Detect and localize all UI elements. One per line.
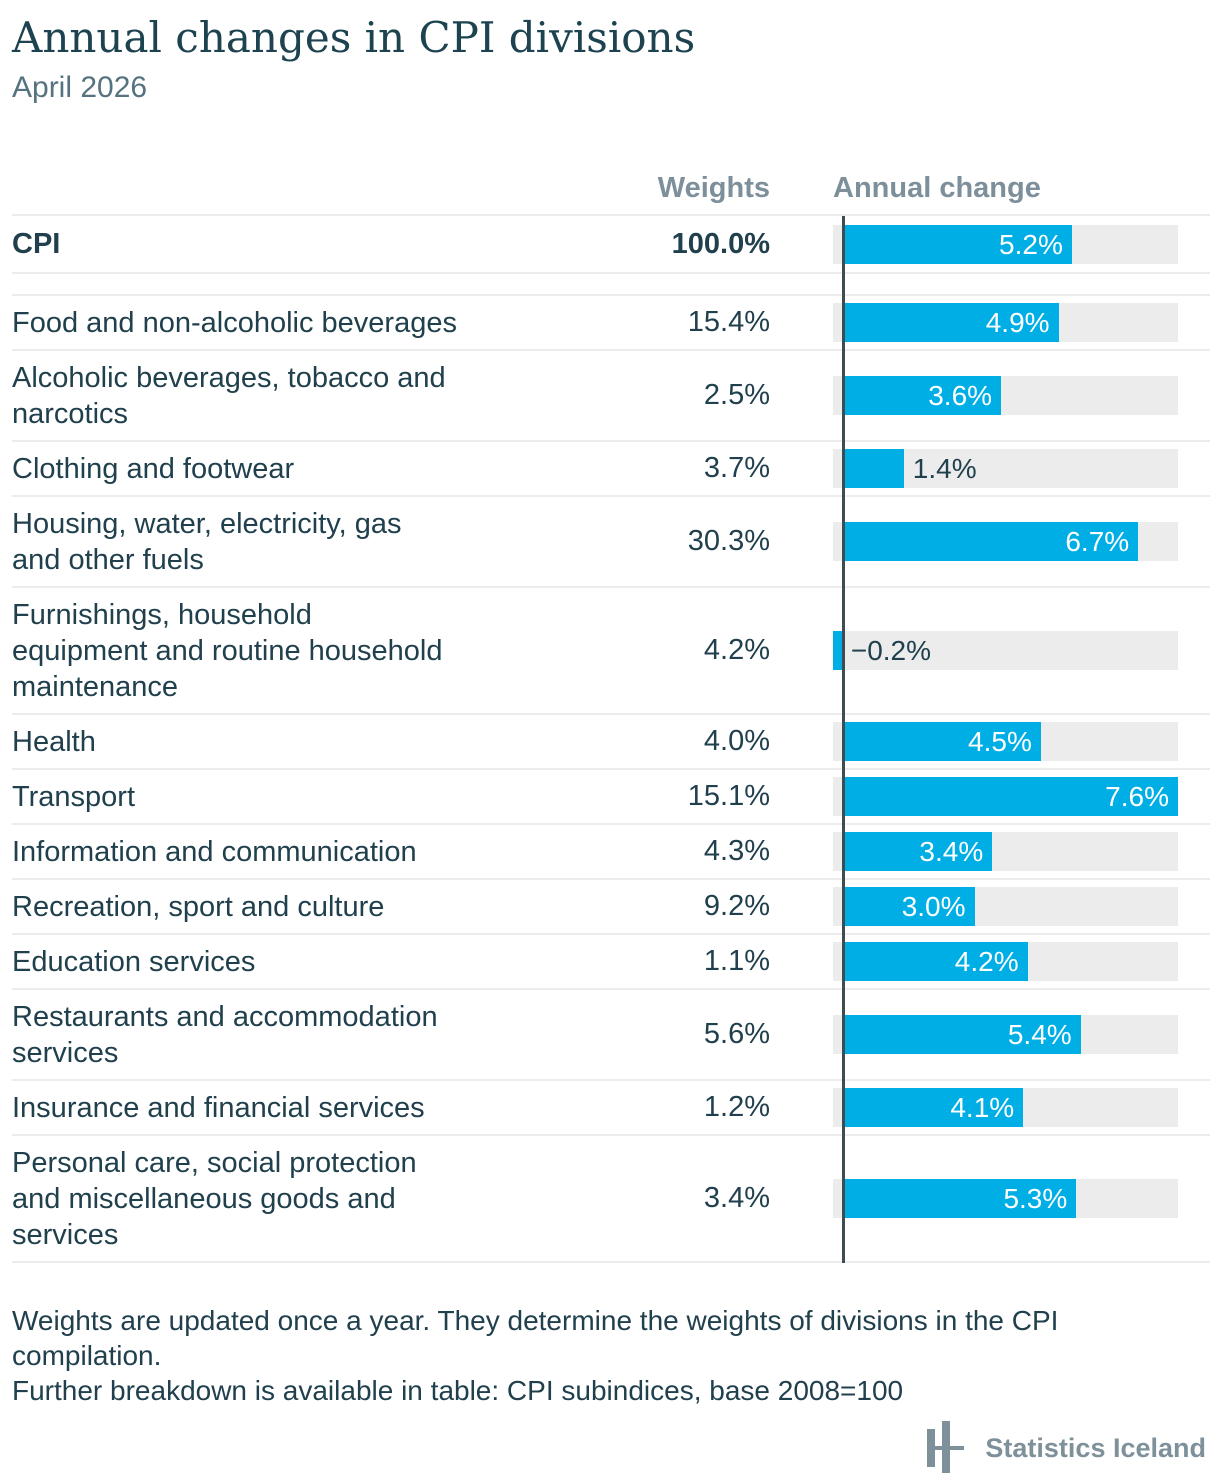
- bar-value-label: −0.2%: [850, 635, 932, 666]
- annual-change-bar[interactable]: [841, 887, 975, 926]
- annual-change-bar[interactable]: [841, 1179, 1077, 1218]
- footnote: Weights are updated once a year. They de…: [12, 1305, 1059, 1406]
- bar-track: 4.9%: [833, 303, 1178, 342]
- annual-change-bar[interactable]: [841, 1015, 1081, 1054]
- annual-change-bar[interactable]: [841, 376, 1002, 415]
- category-label: Housing, water, electricity, gas and oth…: [12, 507, 402, 576]
- table-row: Restaurants and accommodation services 5…: [12, 990, 1210, 1081]
- bar-track: 5.3%: [833, 1179, 1178, 1218]
- annual-change-bar[interactable]: [841, 777, 1178, 816]
- category-label: Education services: [12, 945, 256, 978]
- column-headers: Weights Annual change: [12, 162, 1210, 214]
- bar-track: 5.2%: [833, 224, 1178, 264]
- weight-value: 3.4%: [703, 1182, 770, 1214]
- bar-value-label: 3.4%: [919, 836, 984, 867]
- bar-value-label: 4.1%: [950, 1092, 1015, 1123]
- bar-track: 3.0%: [833, 887, 1178, 926]
- weight-value: 100.0%: [671, 227, 770, 260]
- annual-change-bar[interactable]: [841, 449, 904, 488]
- bar-track: 1.4%: [833, 449, 1178, 488]
- table-row: Recreation, sport and culture 9.2% 3.0%: [12, 880, 1210, 935]
- table-row: Alcoholic beverages, tobacco and narcoti…: [12, 351, 1210, 442]
- table-row: Personal care, social protection and mis…: [12, 1136, 1210, 1263]
- page-title: Annual changes in CPI divisions: [12, 13, 696, 62]
- bar-value-label: 6.7%: [1065, 526, 1130, 557]
- table-row: Health 4.0% 4.5%: [12, 715, 1210, 770]
- category-label: Insurance and financial services: [12, 1091, 425, 1124]
- annual-change-bar[interactable]: [841, 832, 993, 871]
- table-row: Housing, water, electricity, gas and oth…: [12, 497, 1210, 588]
- table-row: Education services 1.1% 4.2%: [12, 935, 1210, 990]
- table-row: Food and non-alcoholic beverages 15.4% 4…: [12, 296, 1210, 351]
- table-row: Information and communication 4.3% 3.4%: [12, 825, 1210, 880]
- table-row: Transport 15.1% 7.6%: [12, 770, 1210, 825]
- zero-axis-line: [842, 216, 845, 1263]
- category-label: Clothing and footwear: [12, 452, 295, 485]
- annual-change-bar[interactable]: [841, 522, 1139, 561]
- category-label: Restaurants and accommodation services: [12, 1000, 438, 1069]
- bar-value-label: 7.6%: [1105, 781, 1169, 812]
- weight-value: 1.1%: [703, 945, 770, 977]
- category-label: Personal care, social protection and mis…: [12, 1146, 417, 1251]
- table-row: Insurance and financial services 1.2% 4.…: [12, 1081, 1210, 1136]
- page-subtitle: April 2026: [12, 71, 148, 104]
- category-label: CPI: [12, 228, 61, 260]
- weight-value: 5.6%: [703, 1018, 770, 1050]
- bar-value-label: 5.3%: [1003, 1183, 1068, 1214]
- weight-value: 4.3%: [703, 835, 770, 867]
- weight-value: 15.4%: [687, 306, 770, 338]
- bar-track: 4.1%: [833, 1088, 1178, 1127]
- weight-value: 4.0%: [703, 725, 770, 757]
- annual-change-column-header: Annual change: [833, 171, 1041, 204]
- table-row: Clothing and footwear 3.7% 1.4%: [12, 442, 1210, 497]
- bar-track: 6.7%: [833, 522, 1178, 561]
- bar-track: 7.6%: [833, 777, 1178, 816]
- annual-change-bar[interactable]: [833, 631, 842, 670]
- category-label: Transport: [12, 780, 136, 813]
- category-label: Health: [12, 725, 96, 758]
- bar-value-label: 5.4%: [1007, 1019, 1072, 1050]
- logo-text: Statistics Iceland: [985, 1432, 1206, 1463]
- annual-change-bar[interactable]: [841, 942, 1028, 981]
- bar-value-label: 4.5%: [968, 726, 1032, 757]
- bar-value-label: 5.2%: [999, 228, 1063, 260]
- spacer-row: [12, 274, 1210, 296]
- logo: Statistics Iceland: [12, 1420, 1210, 1476]
- bar-value-label: 1.4%: [912, 453, 977, 484]
- category-label: Information and communication: [12, 835, 417, 868]
- weight-value: 30.3%: [687, 525, 770, 557]
- weight-value: 9.2%: [703, 890, 770, 922]
- statistics-iceland-logo-icon: [927, 1421, 965, 1473]
- table-row: CPI 100.0% 5.2%: [12, 216, 1210, 274]
- annual-change-bar[interactable]: [841, 722, 1041, 761]
- bar-value-label: 3.0%: [901, 891, 966, 922]
- bar-track: 3.4%: [833, 832, 1178, 871]
- category-label: Recreation, sport and culture: [12, 890, 385, 923]
- weight-value: 2.5%: [703, 379, 770, 411]
- annual-change-bar[interactable]: [841, 303, 1059, 342]
- weights-column-header: Weights: [657, 171, 770, 204]
- bar-track: 5.4%: [833, 1015, 1178, 1054]
- bar-value-label: 4.2%: [954, 946, 1019, 977]
- bar-track: 3.6%: [833, 376, 1178, 415]
- chart-rows: CPI 100.0% 5.2% Food and non-alcoholic b…: [12, 214, 1210, 1263]
- table-row: Furnishings, household equipment and rou…: [12, 588, 1210, 715]
- category-label: Food and non-alcoholic beverages: [12, 306, 457, 339]
- bar-track: −0.2%: [833, 631, 1178, 670]
- bar-value-label: 4.9%: [985, 307, 1050, 338]
- weight-value: 4.2%: [703, 634, 770, 666]
- bar-track: 4.5%: [833, 722, 1178, 761]
- weight-value: 3.7%: [703, 452, 770, 484]
- category-label: Alcoholic beverages, tobacco and narcoti…: [12, 361, 446, 430]
- bar-value-label: 3.6%: [928, 380, 993, 411]
- weight-value: 1.2%: [703, 1091, 770, 1123]
- bar-track: 4.2%: [833, 942, 1178, 981]
- annual-change-bar[interactable]: [841, 224, 1072, 264]
- annual-change-bar[interactable]: [841, 1088, 1024, 1127]
- weight-value: 15.1%: [687, 780, 770, 812]
- category-label: Furnishings, household equipment and rou…: [12, 598, 443, 703]
